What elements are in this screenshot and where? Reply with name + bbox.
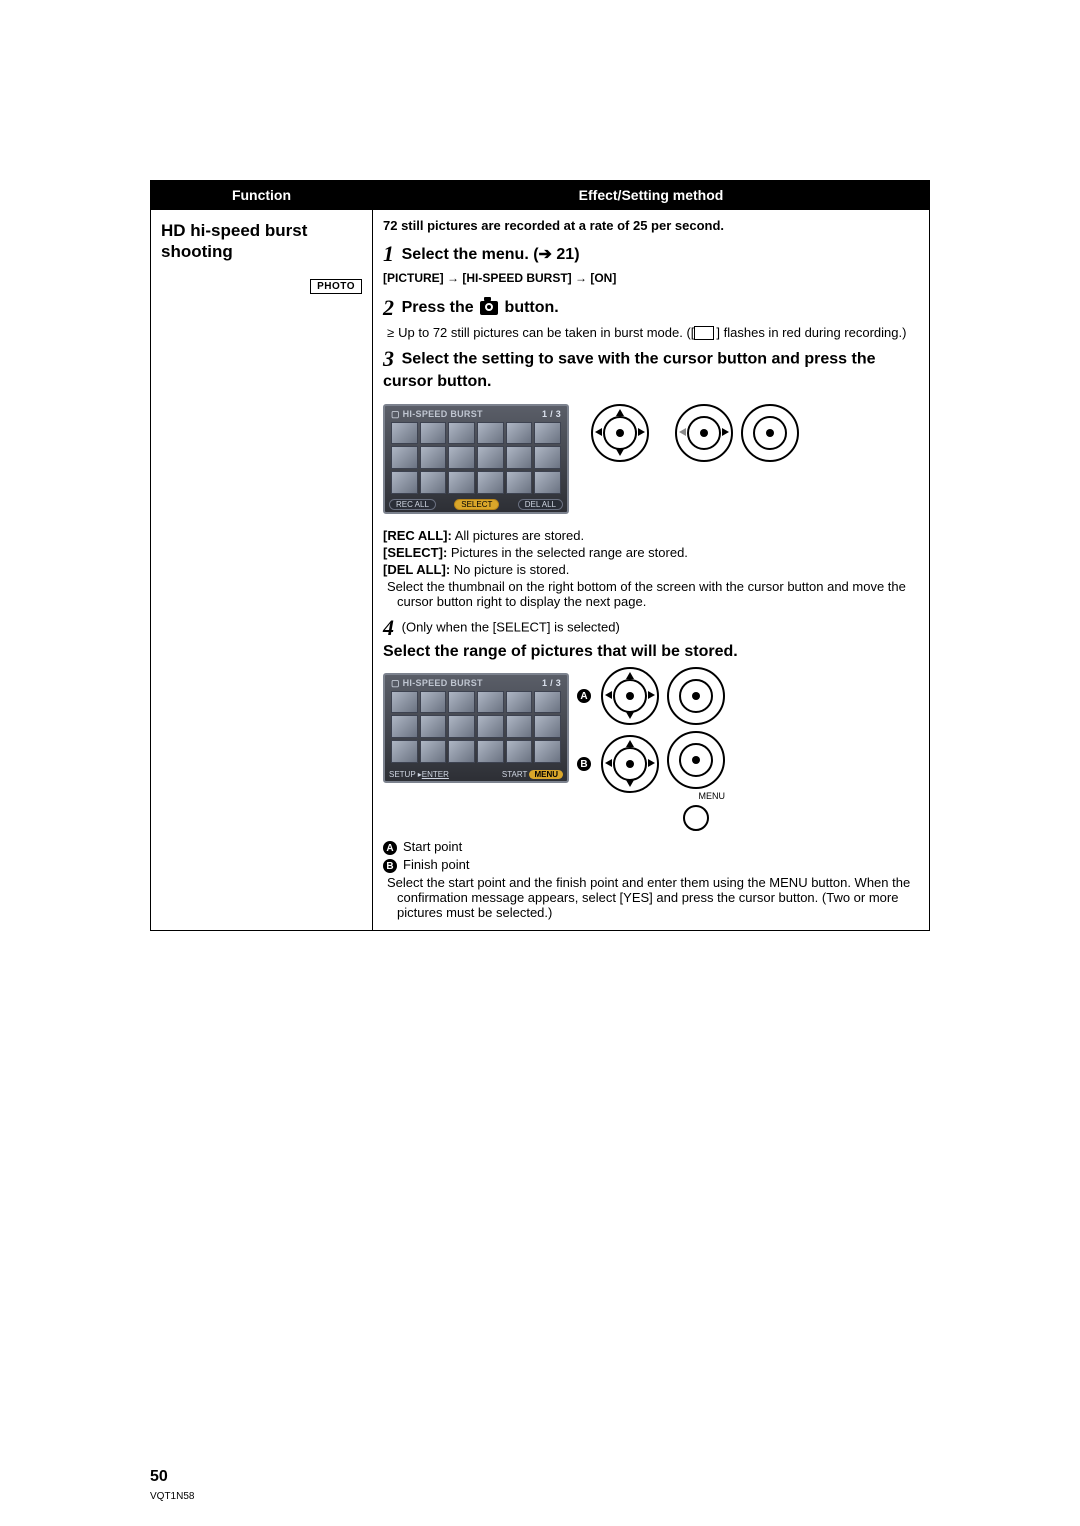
menu-button-icon [683,805,709,831]
def-delall-label: [DEL ALL]: [383,562,450,577]
step-1-title-pre: Select the menu. ( [402,246,539,263]
step-1-title: Select the menu. (➔ 21) [402,246,580,263]
screen-2-enter: ENTER [422,770,449,779]
function-cell: HD hi-speed burst shooting PHOTO [151,210,373,931]
dial-1 [587,398,653,468]
point-b: B Finish point [383,857,919,873]
a-badge: A [577,689,591,703]
step-2-title-pre: Press the [402,299,478,316]
step-2-bullet-a: Up to 72 still pictures can be taken in … [398,325,694,340]
point-a: A Start point [383,839,919,855]
point-a-text: Start point [403,839,462,854]
b-badge: B [577,757,591,771]
burst-small-icon-2: ▢ [391,678,400,688]
step-2-title-post: button. [500,299,559,316]
step-2-num: 2 [383,295,394,320]
screen-2-menu-chip: MENU [529,770,563,779]
step-1: 1 Select the menu. (➔ 21) [383,241,919,267]
burst-small-icon: ▢ [391,409,400,419]
post3-bullet-text: Select the thumbnail on the right bottom… [387,579,906,609]
a-row: A [577,667,659,725]
point-b-text: Finish point [403,857,469,872]
screen-1-recall: REC ALL [389,499,436,510]
step-2-title: Press the button. [402,299,559,316]
screen-1-title: HI-SPEED BURST [403,409,483,419]
photo-tag: PHOTO [310,279,362,294]
post3-bullet: Select the thumbnail on the right bottom… [383,579,919,609]
screen-1-footer: REC ALL SELECT DEL ALL [389,499,563,510]
b-row: B [577,735,659,793]
step-2: 2 Press the button. [383,295,919,321]
def-recall-text: All pictures are stored. [452,528,584,543]
step-4-diagrams: ▢ HI-SPEED BURST 1 / 3 SETUP ▸ENTER STAR… [383,667,919,831]
dial-pair [671,398,803,468]
screen-1-delall: DEL ALL [518,499,563,510]
screen-2-start: START [502,770,527,779]
def-recall: [REC ALL]: All pictures are stored. [383,528,919,543]
def-delall: [DEL ALL]: No picture is stored. [383,562,919,577]
dial-r2 [667,731,725,789]
page-number: 50 [150,1468,168,1486]
screen-2-header: ▢ HI-SPEED BURST 1 / 3 [385,675,567,692]
final-bullet: Select the start point and the finish po… [383,875,919,920]
step-3-num: 3 [383,346,394,371]
screen-2-grid [391,691,561,763]
screen-1-grid [391,422,561,494]
final-bullet-text: Select the start point and the finish po… [387,875,910,920]
step-4-prenote: (Only when the [SELECT] is selected) [402,619,620,634]
screen-2-page: 1 / 3 [542,678,561,688]
def-select-label: [SELECT]: [383,545,447,560]
doc-id: VQT1N58 [150,1491,194,1502]
menu-small-label: MENU [699,791,726,801]
step-2-bullet-b: ] flashes in red during recording.) [716,325,906,340]
def-recall-label: [REC ALL]: [383,528,452,543]
step-1-title-post: 21) [552,246,580,263]
step-2-bullet: Up to 72 still pictures can be taken in … [383,325,919,340]
def-delall-text: No picture is stored. [450,562,569,577]
point-b-badge: B [383,859,397,873]
screen-1-select: SELECT [454,499,499,510]
point-a-badge: A [383,841,397,855]
step-4: 4 (Only when the [SELECT] is selected) S… [383,615,919,661]
step-3-diagrams: ▢ HI-SPEED BURST 1 / 3 REC ALL SELECT DE… [383,398,919,520]
screen-2-setup: SETUP [389,770,416,779]
step-4-num: 4 [383,615,394,640]
table-body-row: HD hi-speed burst shooting PHOTO 72 stil… [151,210,930,931]
screen-1: ▢ HI-SPEED BURST 1 / 3 REC ALL SELECT DE… [383,404,569,514]
step-1-num: 1 [383,241,394,266]
right-dial-column: MENU [667,667,725,831]
camera-icon [480,301,498,315]
step-4-title: Select the range of pictures that will b… [383,643,919,661]
dial-2 [671,398,737,468]
right-arrow-icon: ➔ [539,246,552,263]
table-header-row: Function Effect/Setting method [151,181,930,210]
step-3-title: Select the setting to save with the curs… [383,351,875,391]
burst-icon [696,328,714,340]
screen-2-title: HI-SPEED BURST [403,678,483,688]
feature-title: HD hi-speed burst shooting [161,220,362,263]
menu-path: [PICTURE] → [HI-SPEED BURST] → [ON] [383,271,919,285]
dial-3 [737,398,803,468]
ab-column: A B [577,667,659,793]
screen-2: ▢ HI-SPEED BURST 1 / 3 SETUP ▸ENTER STAR… [383,673,569,783]
def-select: [SELECT]: Pictures in the selected range… [383,545,919,560]
intro-text: 72 still pictures are recorded at a rate… [383,218,919,233]
header-function: Function [151,181,373,210]
screen-2-footer: SETUP ▸ENTER START MENU [389,770,563,779]
screen-1-header: ▢ HI-SPEED BURST 1 / 3 [385,406,567,423]
def-select-text: Pictures in the selected range are store… [447,545,688,560]
header-effect: Effect/Setting method [373,181,930,210]
effect-cell: 72 still pictures are recorded at a rate… [373,210,930,931]
function-table: Function Effect/Setting method HD hi-spe… [150,180,930,931]
screen-1-page: 1 / 3 [542,409,561,419]
step-3: 3 Select the setting to save with the cu… [383,346,919,392]
dial-r1 [667,667,725,725]
